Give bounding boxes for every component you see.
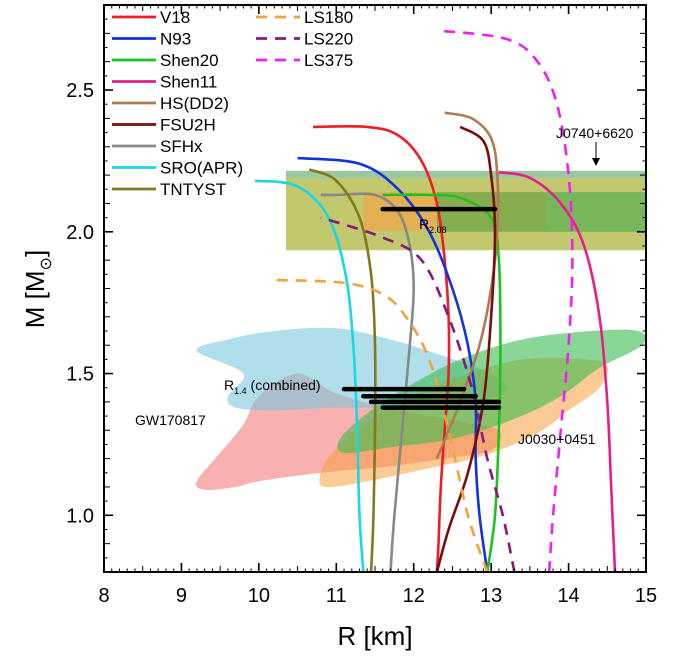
j0740-cyan-band bbox=[285, 170, 646, 178]
annotations: J0740+6620 R2.08 R1.4 (combined) GW17081… bbox=[135, 125, 634, 447]
j0030-label: J0030+0451 bbox=[518, 431, 596, 447]
y-tick-label: 2.5 bbox=[66, 80, 94, 102]
curve-ls220 bbox=[320, 216, 516, 572]
curve-n93 bbox=[297, 156, 489, 572]
legend-label: HS(DD2) bbox=[160, 94, 229, 113]
j0740-arrow-head bbox=[592, 158, 600, 166]
legend-label: Shen11 bbox=[160, 73, 217, 92]
j0740-constraint-bands bbox=[285, 170, 646, 251]
r14-label: R1.4 (combined) bbox=[224, 377, 321, 396]
axes: 8 9 10 11 12 13 14 15 1.0 1.5 2.0 2.5 bbox=[66, 4, 657, 607]
legend-label: Shen20 bbox=[160, 51, 219, 70]
curve-fsu2h bbox=[435, 125, 497, 572]
y-tick-label: 1.0 bbox=[66, 505, 94, 527]
j0030-green-region bbox=[337, 329, 646, 454]
radius-constraint-bars bbox=[341, 206, 502, 410]
y-tick-label: 2.0 bbox=[66, 222, 94, 244]
x-tick-label: 8 bbox=[98, 585, 109, 607]
x-tick-label: 13 bbox=[480, 585, 502, 607]
gw170817-label: GW170817 bbox=[135, 412, 206, 428]
x-tick-label: 14 bbox=[557, 585, 579, 607]
eos-curves bbox=[254, 29, 617, 572]
x-tick-label: 12 bbox=[403, 585, 425, 607]
y-tick-label: 1.5 bbox=[66, 364, 94, 386]
legend: V18 N93 Shen20 Shen11 HS(DD2) FSU2H SFHx SRO(AP… bbox=[112, 8, 353, 199]
legend-label: SFHx bbox=[160, 137, 203, 156]
x-tick-label: 9 bbox=[176, 585, 187, 607]
curve-v18 bbox=[313, 124, 451, 572]
x-tick-label: 11 bbox=[326, 585, 347, 607]
svg-text:M [M⊙]: M [M⊙] bbox=[20, 250, 55, 328]
legend-label: LS220 bbox=[304, 30, 353, 49]
curve-sfhx bbox=[320, 192, 416, 572]
j0740-green-band bbox=[436, 192, 646, 232]
curve-hs-dd2- bbox=[435, 111, 500, 460]
r208-label: R2.08 bbox=[419, 216, 447, 235]
legend-label: SRO(APR) bbox=[160, 159, 243, 178]
legend-label: FSU2H bbox=[160, 116, 216, 135]
y-axis-label: M [M⊙] bbox=[20, 250, 55, 328]
legend-label: LS375 bbox=[304, 51, 353, 70]
legend-label: TNTYST bbox=[160, 180, 226, 199]
x-tick-label: 10 bbox=[248, 585, 270, 607]
legend-label: N93 bbox=[160, 30, 191, 49]
legend-label: LS180 bbox=[304, 8, 353, 27]
legend-label: V18 bbox=[160, 8, 190, 27]
observation-regions bbox=[196, 327, 646, 491]
x-tick-label: 15 bbox=[635, 585, 657, 607]
curve-tntyst bbox=[308, 168, 377, 572]
curve-ls375 bbox=[436, 29, 574, 572]
j0740-label: J0740+6620 bbox=[556, 125, 634, 141]
x-axis-label: R [km] bbox=[337, 621, 412, 651]
curve-sro-apr- bbox=[254, 179, 365, 572]
curve-shen11 bbox=[498, 171, 617, 572]
